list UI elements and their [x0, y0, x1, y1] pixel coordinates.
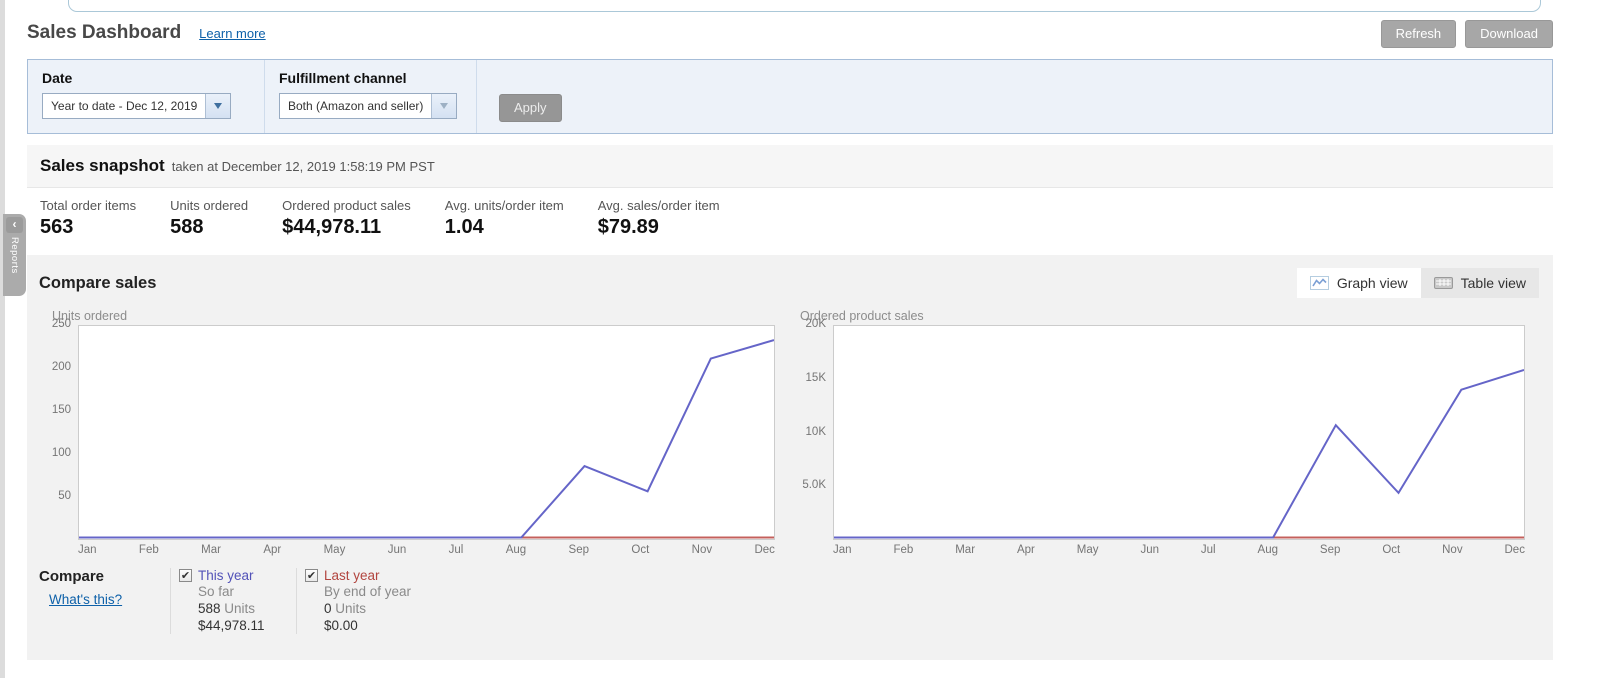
date-range-dropdown[interactable]: Year to date - Dec 12, 2019: [42, 93, 232, 119]
page-header: Sales Dashboard Learn more Refresh Downl…: [27, 20, 1553, 48]
page-title: Sales Dashboard: [27, 22, 182, 43]
learn-more-link[interactable]: Learn more: [199, 26, 266, 41]
y-axis-labels: 20K 15K 10K 5.0K: [802, 318, 826, 492]
graph-view-button[interactable]: Graph view: [1296, 268, 1421, 298]
legend-last-year: ✔ Last year By end of year 0 Units $0.00: [296, 568, 422, 634]
apply-button[interactable]: Apply: [499, 94, 562, 122]
collapsed-left-rail: [0, 0, 5, 678]
fulfillment-channel-dropdown[interactable]: Both (Amazon and seller): [279, 93, 458, 119]
metrics-row: Total order items 563 Units ordered 588 …: [27, 188, 1553, 256]
units-ordered-chart: Units ordered 250 200 150 100 50 Jan Feb Mar Ap…: [39, 309, 775, 556]
sales-snapshot-section: Sales snapshot taken at December 12, 201…: [27, 145, 1553, 256]
snapshot-title: Sales snapshot: [40, 156, 165, 175]
date-filter-label: Date: [42, 70, 73, 86]
dropdown-arrow-icon[interactable]: [205, 94, 231, 118]
x-axis-labels: Jan Feb Mar Apr May Jun Jul Aug Sep Oct Nov Dec: [78, 544, 775, 556]
reports-tab-label: Reports: [9, 237, 20, 274]
metric-total-order-items: Total order items 563: [40, 198, 137, 238]
metric-avg-units-order-item: Avg. units/order item 1.04: [444, 198, 564, 238]
snapshot-timestamp: taken at December 12, 2019 1:58:19 PM PS…: [171, 159, 435, 174]
plot-area[interactable]: [78, 325, 775, 540]
date-range-value: Year to date - Dec 12, 2019: [51, 99, 198, 113]
filter-bar: Date Year to date - Dec 12, 2019 Fulfill…: [27, 59, 1553, 134]
metric-units-ordered: Units ordered 588: [170, 198, 249, 238]
y-axis-labels: 250 200 150 100 50: [51, 318, 71, 502]
plot-area[interactable]: [833, 325, 1525, 540]
download-button[interactable]: Download: [1465, 20, 1553, 48]
ordered-product-sales-chart: Ordered product sales 20K 15K 10K 5.0K Jan F…: [789, 309, 1525, 556]
compare-sales-title: Compare sales: [39, 273, 157, 292]
view-toggle: Graph view Table view: [1296, 268, 1539, 298]
chevron-left-icon[interactable]: ‹: [6, 217, 23, 233]
compare-legend: Compare What's this? ✔ This year So far …: [39, 568, 1553, 634]
compare-sales-panel: Compare sales Graph view Table vie: [27, 255, 1553, 660]
channel-filter-label: Fulfillment channel: [279, 70, 407, 86]
metric-ordered-product-sales: Ordered product sales $44,978.11: [282, 198, 411, 238]
line-chart-icon: [1309, 276, 1329, 290]
this-year-checkbox[interactable]: ✔: [179, 569, 192, 582]
chart-title: Ordered product sales: [800, 309, 924, 323]
dropdown-arrow-icon[interactable]: [431, 94, 457, 118]
compare-label: Compare: [39, 568, 105, 585]
metric-avg-sales-order-item: Avg. sales/order item $79.89: [597, 198, 720, 238]
refresh-button[interactable]: Refresh: [1380, 20, 1457, 48]
legend-this-year: ✔ This year So far 588 Units $44,978.11: [170, 568, 296, 634]
chart-title: Units ordered: [52, 309, 128, 323]
whats-this-link[interactable]: What's this?: [49, 592, 123, 607]
reports-flyout-tab[interactable]: ‹ Reports: [3, 214, 26, 296]
table-icon: [1433, 277, 1453, 289]
x-axis-labels: Jan Feb Mar Apr May Jun Jul Aug Sep Oct Nov Dec: [833, 544, 1525, 556]
fulfillment-channel-value: Both (Amazon and seller): [288, 99, 424, 113]
top-cutoff-search-box[interactable]: [68, 0, 1541, 12]
last-year-checkbox[interactable]: ✔: [305, 569, 318, 582]
table-view-button[interactable]: Table view: [1420, 268, 1539, 298]
